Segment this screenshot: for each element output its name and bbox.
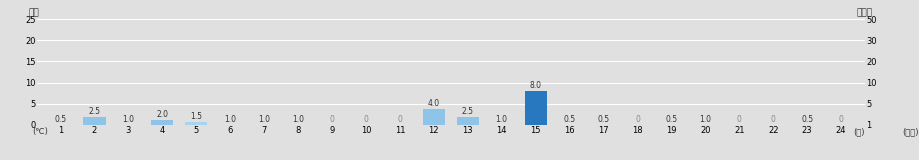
Text: 0: 0 xyxy=(634,115,640,124)
Bar xyxy=(84,117,106,125)
Text: 1.0: 1.0 xyxy=(291,115,304,124)
Text: 0.5: 0.5 xyxy=(563,115,575,124)
Text: 1.0: 1.0 xyxy=(122,115,134,124)
Text: 1.0: 1.0 xyxy=(258,115,270,124)
Bar xyxy=(151,120,173,125)
Bar xyxy=(423,109,445,125)
Text: 0.5: 0.5 xyxy=(800,115,812,124)
Bar xyxy=(456,117,478,125)
Text: (℃): (℃) xyxy=(33,127,49,136)
Text: 0: 0 xyxy=(329,115,335,124)
Text: 1.0: 1.0 xyxy=(698,115,710,124)
Text: 8.0: 8.0 xyxy=(529,81,541,90)
Text: 1.0: 1.0 xyxy=(224,115,236,124)
Text: 0: 0 xyxy=(736,115,741,124)
Text: 0.5: 0.5 xyxy=(664,115,676,124)
Text: (めめ): (めめ) xyxy=(902,127,917,136)
Text: 0.5: 0.5 xyxy=(596,115,609,124)
Text: 気温: 気温 xyxy=(28,8,40,17)
Bar xyxy=(524,91,546,125)
Text: 0.5: 0.5 xyxy=(54,115,66,124)
Text: 2.5: 2.5 xyxy=(461,107,473,116)
Text: 2.0: 2.0 xyxy=(156,110,168,119)
Text: 降水量: 降水量 xyxy=(856,8,872,17)
Text: 0: 0 xyxy=(838,115,843,124)
Text: 0: 0 xyxy=(770,115,775,124)
Text: 1.0: 1.0 xyxy=(495,115,507,124)
Text: 1.5: 1.5 xyxy=(190,112,202,121)
Text: 2.5: 2.5 xyxy=(88,107,100,116)
Text: 0: 0 xyxy=(363,115,368,124)
Text: (時): (時) xyxy=(853,127,864,136)
Bar xyxy=(185,122,207,125)
Text: 0: 0 xyxy=(397,115,402,124)
Text: 4.0: 4.0 xyxy=(427,99,439,108)
